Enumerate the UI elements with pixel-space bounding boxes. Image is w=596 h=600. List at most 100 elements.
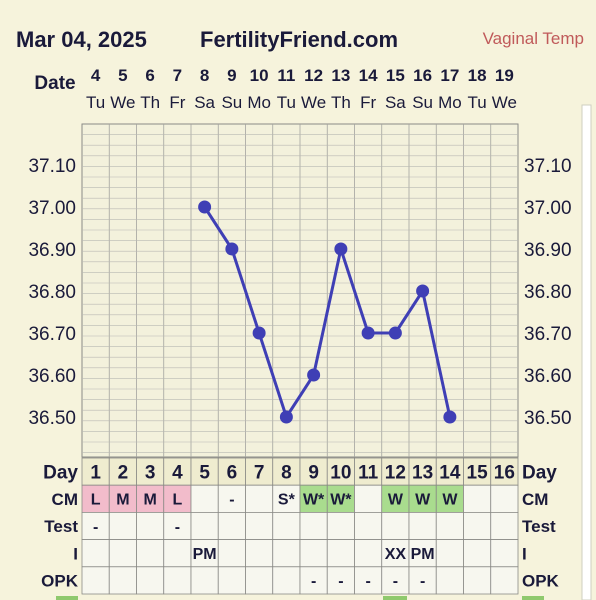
- opk-cell: [217, 566, 246, 595]
- opk-cell: [108, 566, 137, 595]
- i-cell: [272, 539, 301, 568]
- cm-cell: [108, 484, 137, 513]
- opk-cell: [136, 566, 165, 595]
- opk-cell: [163, 566, 192, 595]
- weekday-label: Th: [140, 93, 160, 112]
- i-label-left: I: [73, 544, 78, 563]
- next-row-hint: [522, 596, 544, 600]
- cm-value: M: [116, 492, 129, 509]
- date-label: 18: [468, 66, 487, 85]
- day-cell: [245, 457, 274, 486]
- i-cell: [326, 539, 355, 568]
- opk-value: -: [393, 573, 398, 590]
- i-label-right: I: [522, 544, 527, 563]
- weekday-label: We: [492, 93, 517, 112]
- test-cell: [326, 512, 355, 541]
- weekday-label: Fr: [169, 93, 185, 112]
- date-label: 9: [227, 66, 236, 85]
- day-value: 4: [172, 462, 183, 483]
- i-cell: [163, 539, 192, 568]
- next-row-hint: [56, 596, 78, 600]
- i-value: PM: [411, 546, 435, 563]
- date-label: 13: [331, 66, 350, 85]
- cm-value: W*: [330, 492, 352, 509]
- y-tick-right: 36.90: [524, 240, 572, 261]
- test-cell: [381, 512, 410, 541]
- i-cell: [463, 539, 492, 568]
- test-cell: [490, 512, 519, 541]
- date-label: 12: [304, 66, 323, 85]
- y-tick-right: 36.70: [524, 324, 572, 345]
- opk-cell: [190, 566, 219, 595]
- day-cell: [190, 457, 219, 486]
- date-label: 15: [386, 66, 405, 85]
- day-value: 11: [358, 462, 379, 483]
- temperature-point: [198, 200, 212, 214]
- i-cell: [299, 539, 328, 568]
- day-value: 15: [467, 462, 489, 483]
- i-value: PM: [193, 546, 217, 563]
- temperature-point: [361, 326, 375, 340]
- day-value: 16: [494, 462, 515, 483]
- day-value: 12: [385, 462, 406, 483]
- day-cell: [490, 457, 519, 486]
- opk-value: -: [311, 573, 316, 590]
- opk-cell: [272, 566, 301, 595]
- opk-cell: [463, 566, 492, 595]
- test-value: -: [93, 519, 98, 536]
- temperature-point: [416, 284, 430, 298]
- opk-label-left: OPK: [41, 572, 79, 591]
- opk-cell: [245, 566, 274, 595]
- day-label-right: Day: [522, 462, 557, 483]
- day-cell: [163, 457, 192, 486]
- day-value: 1: [90, 462, 101, 483]
- date-label: 14: [359, 66, 378, 85]
- i-cell: [190, 539, 219, 568]
- y-tick-left: 36.90: [28, 240, 76, 261]
- y-tick-left: 36.60: [28, 366, 76, 387]
- y-tick-right: 36.50: [524, 408, 572, 429]
- y-tick-left: 36.50: [28, 408, 76, 429]
- weekday-label: Su: [412, 93, 433, 112]
- weekday-label: Sa: [194, 93, 215, 112]
- i-cell: [81, 539, 110, 568]
- i-value: XX: [385, 546, 407, 563]
- temperature-point: [252, 326, 266, 340]
- opk-cell: [81, 566, 110, 595]
- day-cell: [108, 457, 137, 486]
- cm-label-right: CM: [522, 490, 548, 509]
- i-cell: [354, 539, 383, 568]
- site-title: FertilityFriend.com: [200, 27, 399, 52]
- test-cell: [299, 512, 328, 541]
- cm-cell: [354, 484, 383, 513]
- weekday-label: Su: [221, 93, 242, 112]
- weekday-label: Fr: [360, 93, 376, 112]
- opk-cell: [435, 566, 464, 595]
- temperature-point: [334, 242, 348, 256]
- cm-cell: [163, 484, 192, 513]
- y-tick-left: 36.80: [28, 282, 76, 303]
- temperature-point: [279, 410, 293, 424]
- i-cell: [136, 539, 165, 568]
- y-tick-left: 37.00: [28, 198, 76, 219]
- day-value: 3: [145, 462, 156, 483]
- test-label-left: Test: [44, 517, 78, 536]
- opk-value: -: [420, 573, 425, 590]
- day-value: 14: [439, 462, 461, 483]
- y-tick-right: 36.80: [524, 282, 572, 303]
- opk-value: -: [338, 573, 343, 590]
- test-cell: [272, 512, 301, 541]
- day-value: 13: [412, 462, 433, 483]
- cm-cell: [463, 484, 492, 513]
- weekday-label: Tu: [86, 93, 105, 112]
- date-label: 6: [145, 66, 154, 85]
- cm-label-left: CM: [52, 490, 78, 509]
- test-cell: [408, 512, 437, 541]
- day-value: 2: [118, 462, 129, 483]
- opk-cell: [490, 566, 519, 595]
- date-label: 17: [440, 66, 459, 85]
- date-label: 11: [277, 66, 295, 85]
- test-cell: [245, 512, 274, 541]
- opk-cell: [299, 566, 328, 595]
